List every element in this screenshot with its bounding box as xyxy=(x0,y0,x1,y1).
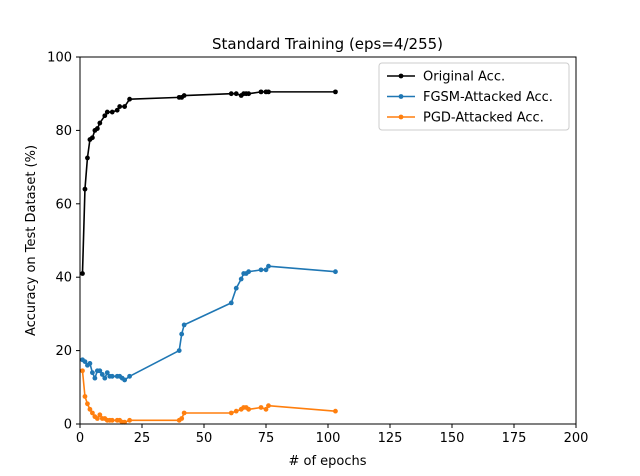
data-point xyxy=(266,263,271,269)
data-point xyxy=(333,89,338,95)
y-tick-label: 80 xyxy=(55,124,72,139)
data-point xyxy=(97,120,103,126)
data-point xyxy=(92,375,98,381)
data-point xyxy=(127,373,132,379)
data-point xyxy=(333,269,338,275)
data-point xyxy=(127,96,132,102)
y-tick-label: 0 xyxy=(64,418,72,433)
legend-marker xyxy=(398,73,404,79)
data-point xyxy=(97,412,103,418)
data-point xyxy=(122,419,128,425)
x-tick-label: 150 xyxy=(440,431,465,446)
x-tick-label: 200 xyxy=(564,431,589,446)
data-point xyxy=(97,368,103,374)
x-tick-label: 125 xyxy=(378,431,403,446)
data-point xyxy=(85,155,90,161)
data-point xyxy=(258,267,264,273)
legend-box xyxy=(378,62,570,131)
series-2 xyxy=(80,263,338,383)
data-point xyxy=(80,271,85,276)
data-point xyxy=(258,89,264,95)
legend-label: PGD-Attacked Acc. xyxy=(423,111,544,126)
data-point xyxy=(263,406,269,412)
legend-marker xyxy=(398,114,404,120)
data-point xyxy=(87,361,93,366)
data-point xyxy=(246,91,252,97)
legend-marker xyxy=(398,94,404,99)
data-point xyxy=(87,406,93,412)
data-point xyxy=(99,372,105,377)
legend-item: PGD-Attacked Acc. xyxy=(387,111,544,126)
axes: 0 25 50 75 100 125 150 175 200 0 20 40 60 80 100 xyxy=(47,51,588,447)
data-point xyxy=(104,109,110,115)
data-point xyxy=(82,186,88,192)
x-tick-label: 100 xyxy=(316,431,341,446)
series-layer xyxy=(80,89,338,425)
data-point xyxy=(102,113,108,119)
data-point xyxy=(109,373,115,379)
data-point xyxy=(238,276,244,282)
data-point xyxy=(90,135,95,141)
x-tick-label: 75 xyxy=(258,431,275,446)
data-point xyxy=(266,403,271,409)
x-tick-label: 25 xyxy=(134,431,151,446)
data-point xyxy=(266,89,271,95)
data-point xyxy=(122,377,128,383)
x-tick-label: 50 xyxy=(196,431,213,446)
data-point xyxy=(181,410,187,416)
data-point xyxy=(179,331,185,337)
data-point xyxy=(82,359,88,365)
x-axis-title: # of epochs xyxy=(288,454,366,469)
data-point xyxy=(127,417,132,423)
y-axis-title: Accuracy on Test Dataset (%) xyxy=(24,145,39,336)
legend-item: FGSM-Attacked Acc. xyxy=(387,90,553,105)
series-1 xyxy=(80,89,338,276)
y-tick-label: 60 xyxy=(55,197,72,212)
data-point xyxy=(109,109,115,115)
series-3 xyxy=(80,368,338,425)
data-point xyxy=(85,401,90,407)
data-point xyxy=(181,322,187,328)
legend-label: Original Acc. xyxy=(423,70,505,85)
data-point xyxy=(82,394,88,399)
data-point xyxy=(258,405,264,410)
data-point xyxy=(246,406,252,412)
data-point xyxy=(122,104,128,109)
data-point xyxy=(228,300,234,306)
data-point xyxy=(228,91,234,97)
x-tick-label: 0 xyxy=(76,431,84,446)
data-point xyxy=(109,417,115,423)
data-point xyxy=(179,416,185,421)
legend: Original Acc. FGSM-Attacked Acc. PGD-Attac… xyxy=(378,62,570,131)
chart-title: Standard Training (eps=4/255) xyxy=(212,35,443,53)
data-point xyxy=(246,269,252,275)
data-point xyxy=(333,408,338,414)
data-point xyxy=(94,416,100,421)
y-tick-label: 20 xyxy=(55,344,72,359)
data-point xyxy=(80,368,85,374)
data-point xyxy=(90,370,95,376)
data-point xyxy=(117,104,123,109)
data-point xyxy=(181,93,187,98)
data-point xyxy=(233,408,239,414)
data-point xyxy=(233,285,239,291)
data-point xyxy=(94,126,100,131)
legend-label: FGSM-Attacked Acc. xyxy=(423,90,553,105)
data-point xyxy=(90,410,95,416)
x-tick-label: 175 xyxy=(502,431,527,446)
data-point xyxy=(263,267,269,273)
data-point xyxy=(176,348,182,353)
data-point xyxy=(114,107,120,113)
data-point xyxy=(233,91,239,97)
data-point xyxy=(228,410,234,416)
y-tick-label: 100 xyxy=(47,51,72,66)
y-tick-label: 40 xyxy=(55,271,72,286)
legend-item: Original Acc. xyxy=(387,70,505,85)
data-point xyxy=(102,375,108,381)
data-point xyxy=(104,370,110,376)
